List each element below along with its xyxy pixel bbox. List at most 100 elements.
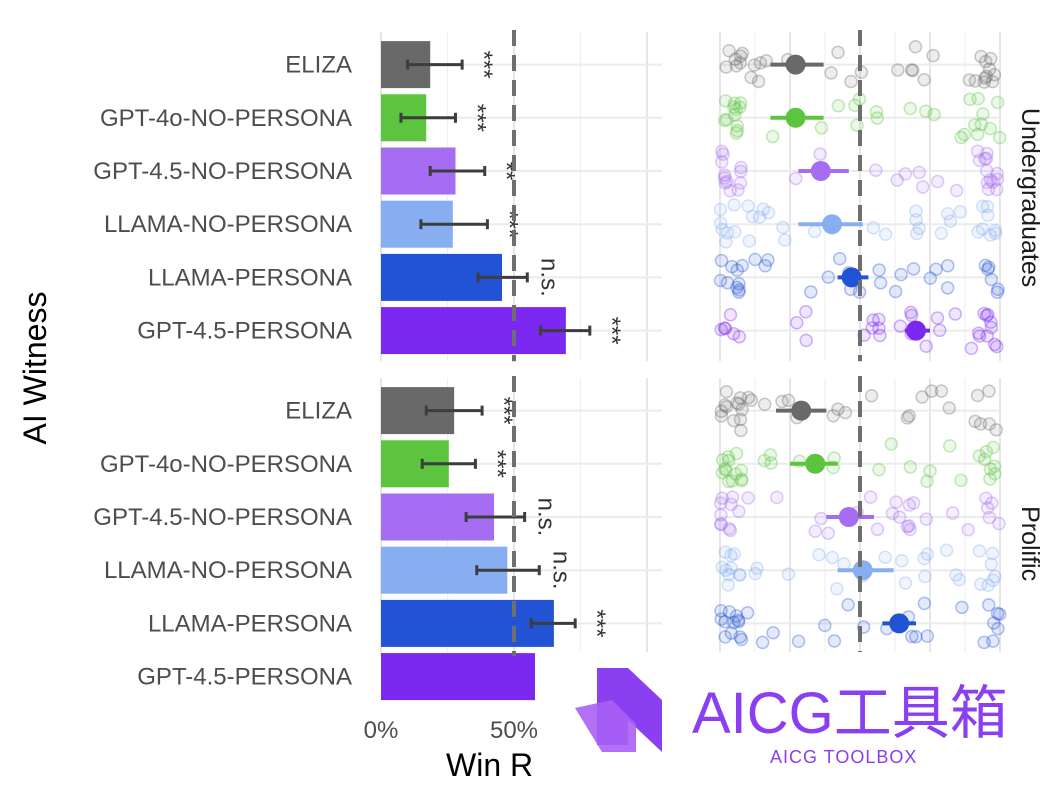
observation-point — [981, 208, 995, 223]
observation-point — [715, 466, 730, 480]
observation-point — [889, 495, 903, 509]
logo-main-text: AICG工具箱 — [692, 681, 1008, 746]
observation-point — [904, 63, 919, 77]
observation-point — [717, 168, 732, 182]
significance-label: *** — [470, 51, 497, 79]
mean-point — [852, 560, 873, 581]
observation-point — [983, 51, 998, 66]
observation-point — [919, 339, 933, 353]
significance-label: n.s. — [535, 258, 562, 297]
observation-point — [986, 440, 1001, 455]
observation-point — [868, 163, 883, 177]
category-label: LLAMA-PERSONA — [148, 264, 352, 291]
observation-point — [980, 175, 995, 190]
observation-point — [974, 117, 989, 132]
observation-point — [732, 504, 746, 519]
observation-point — [717, 113, 732, 128]
observation-point — [909, 212, 923, 227]
observation-point — [723, 523, 738, 538]
observation-point — [728, 52, 743, 66]
mean-point — [841, 267, 862, 288]
observation-point — [718, 461, 732, 476]
observation-point — [968, 74, 983, 88]
observation-point — [714, 155, 729, 169]
observation-point — [978, 71, 992, 85]
observation-point — [962, 73, 977, 87]
observation-point — [964, 341, 979, 356]
observation-point — [918, 569, 932, 584]
observation-point — [720, 226, 735, 240]
observation-point — [953, 205, 968, 219]
observation-point — [735, 402, 749, 417]
observation-point — [983, 228, 998, 242]
observation-point — [763, 448, 778, 462]
observation-point — [954, 473, 968, 488]
observation-point — [832, 251, 847, 266]
watermark-background — [535, 652, 1050, 790]
observation-point — [781, 567, 796, 582]
mean-point — [838, 507, 859, 527]
observation-point — [990, 166, 1004, 181]
observation-point — [985, 496, 999, 510]
observation-point — [733, 176, 748, 190]
observation-point — [982, 384, 996, 398]
observation-point — [740, 606, 755, 620]
observation-point — [721, 578, 735, 592]
observation-point — [732, 276, 746, 291]
observation-point — [730, 123, 745, 138]
observation-point — [982, 510, 997, 525]
observation-point — [730, 280, 744, 295]
observation-point — [734, 472, 749, 486]
observation-point — [981, 262, 995, 277]
observation-point — [866, 313, 880, 327]
observation-point — [827, 634, 842, 648]
significance-label: n.s. — [533, 498, 560, 537]
observation-point — [732, 397, 746, 411]
observation-point — [971, 91, 985, 106]
observation-point — [715, 453, 730, 467]
observation-point — [972, 544, 987, 558]
observation-point — [988, 569, 1002, 584]
category-label: GPT-4.5-NO-PERSONA — [93, 158, 352, 185]
observation-point — [878, 227, 893, 241]
observation-point — [983, 121, 997, 136]
observation-point — [864, 388, 879, 403]
observation-point — [990, 182, 1004, 197]
observation-point — [766, 626, 780, 640]
observation-point — [718, 615, 732, 629]
observation-point — [942, 439, 957, 453]
observation-point — [919, 104, 933, 118]
observation-point — [943, 214, 958, 228]
observation-point — [761, 205, 776, 220]
observation-point — [970, 144, 985, 158]
observation-point — [733, 568, 747, 582]
mean-point — [906, 320, 926, 341]
observation-point — [988, 466, 1002, 481]
logo-sub-text: AICG TOOLBOX — [770, 747, 917, 767]
observation-point — [870, 111, 884, 125]
observation-point — [728, 225, 742, 239]
observation-point — [986, 616, 1001, 630]
observation-point — [980, 501, 995, 515]
mean-point — [822, 214, 842, 235]
observation-point — [770, 490, 784, 505]
observation-point — [729, 102, 743, 117]
observation-point — [791, 634, 806, 649]
observation-point — [905, 629, 919, 644]
observation-point — [722, 43, 736, 58]
observation-point — [850, 118, 864, 133]
observation-point — [888, 284, 903, 299]
observation-point — [990, 606, 1005, 621]
observation-point — [756, 202, 771, 216]
observation-point — [715, 144, 729, 159]
category-label: ELIZA — [285, 398, 352, 425]
observation-point — [906, 496, 921, 510]
observation-point — [718, 398, 732, 412]
observation-point — [989, 423, 1003, 437]
observation-point — [987, 337, 1002, 352]
significance-label: *** — [495, 210, 522, 238]
observation-point — [808, 524, 822, 538]
bar — [381, 307, 566, 355]
category-label: GPT-4.5-PERSONA — [137, 664, 352, 691]
significance-label: *** — [463, 104, 490, 132]
